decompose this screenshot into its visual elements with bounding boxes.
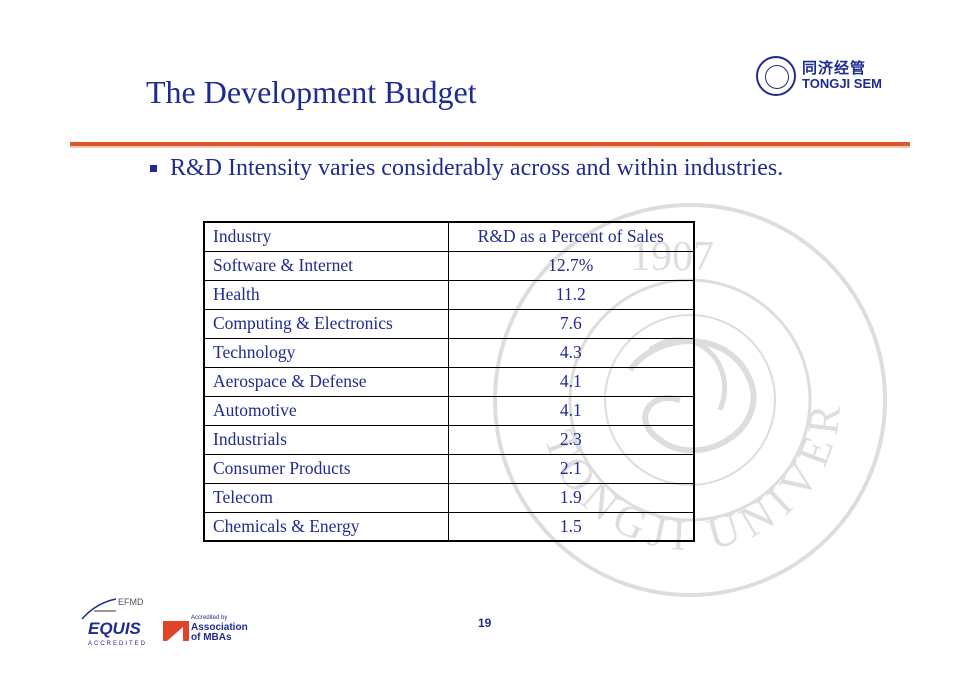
efmd-equis-logo: EFMD EQUIS ACCREDITED — [80, 597, 170, 655]
header-industry: Industry — [203, 221, 449, 252]
rd-percent-cell: 1.9 — [447, 482, 695, 513]
amba-text: Accredited by Association of MBAs — [191, 615, 248, 643]
equis-accredited-label: ACCREDITED — [88, 641, 148, 647]
rd-percent-cell: 4.1 — [447, 395, 695, 426]
rd-percent-cell: 4.1 — [447, 366, 695, 397]
table-row: Consumer Products 2.1 — [203, 453, 695, 484]
amba-line-2: of MBAs — [191, 632, 232, 643]
table-row: Technology 4.3 — [203, 337, 695, 368]
rd-percent-cell: 11.2 — [447, 279, 695, 310]
rd-percent-cell: 7.6 — [447, 308, 695, 339]
rd-percent-cell: 1.5 — [447, 511, 695, 542]
rd-intensity-table: Industry R&D as a Percent of Sales Softwar… — [203, 221, 695, 542]
industry-cell: Software & Internet — [203, 250, 449, 281]
title-divider-shadow — [70, 146, 910, 148]
rd-percent-cell: 2.3 — [447, 424, 695, 455]
efmd-label: EFMD — [118, 597, 144, 607]
rd-percent-cell: 4.3 — [447, 337, 695, 368]
industry-cell: Computing & Electronics — [203, 308, 449, 339]
table-row: Automotive 4.1 — [203, 395, 695, 426]
logo-chinese-name: 同济经管 — [802, 59, 867, 78]
square-bullet-icon — [150, 165, 157, 172]
equis-label: EQUIS — [88, 619, 141, 638]
title-divider — [70, 142, 910, 146]
table-row: Health 11.2 — [203, 279, 695, 310]
slide-title: The Development Budget — [146, 74, 477, 110]
amba-logo: Accredited by Association of MBAs — [163, 613, 283, 653]
tongji-seal-icon — [756, 56, 796, 96]
tongji-sem-logo: 同济经管 TONGJI SEM — [756, 52, 916, 100]
amba-mark-icon — [163, 621, 189, 641]
bullet-item: R&D Intensity varies considerably across… — [150, 154, 850, 182]
page-number: 19 — [478, 616, 492, 630]
efmd-swoosh-icon — [81, 598, 117, 620]
industry-cell: Technology — [203, 337, 449, 368]
header-rd-percent: R&D as a Percent of Sales — [447, 221, 695, 252]
bullet-text: R&D Intensity varies considerably across… — [170, 155, 784, 181]
industry-cell: Automotive — [203, 395, 449, 426]
industry-cell: Chemicals & Energy — [203, 511, 449, 542]
logo-text: 同济经管 TONGJI SEM — [802, 59, 882, 92]
rd-percent-cell: 12.7% — [447, 250, 695, 281]
amba-line-1: Association — [191, 622, 248, 633]
table-header-row: Industry R&D as a Percent of Sales — [203, 221, 695, 252]
rd-percent-cell: 2.1 — [447, 453, 695, 484]
industry-cell: Aerospace & Defense — [203, 366, 449, 397]
industry-cell: Industrials — [203, 424, 449, 455]
industry-cell: Health — [203, 279, 449, 310]
table-row: Computing & Electronics 7.6 — [203, 308, 695, 339]
industry-cell: Consumer Products — [203, 453, 449, 484]
logo-english-name: TONGJI SEM — [802, 76, 882, 92]
table-row: Industrials 2.3 — [203, 424, 695, 455]
amba-accredited-by: Accredited by — [191, 615, 228, 621]
table-row: Aerospace & Defense 4.1 — [203, 366, 695, 397]
industry-cell: Telecom — [203, 482, 449, 513]
table-row: Software & Internet 12.7% — [203, 250, 695, 281]
table-row: Telecom 1.9 — [203, 482, 695, 513]
table-row: Chemicals & Energy 1.5 — [203, 511, 695, 542]
